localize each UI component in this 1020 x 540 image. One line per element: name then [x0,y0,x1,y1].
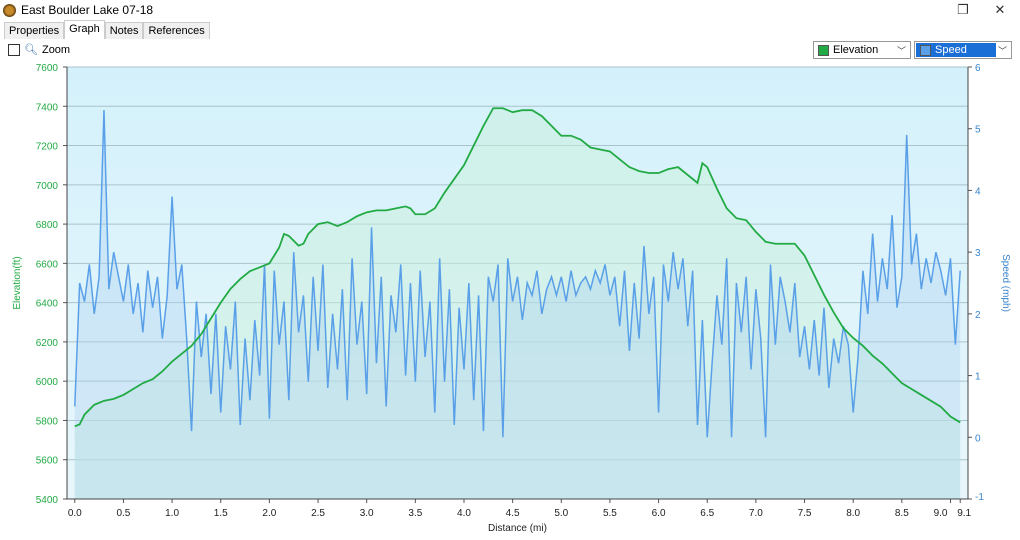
elevation-line [74,107,961,428]
tab-bar: Properties Graph Notes References [4,20,210,39]
y2-tick-label: 4 [975,186,981,197]
zoom-label: Zoom [41,43,71,56]
x-tick-label: 9.1 [957,508,971,519]
y-tick-label: 6000 [36,377,59,388]
x-tick-label: 3.5 [408,508,422,519]
y2-axis-label: Speed (mph) [1000,254,1011,312]
close-icon[interactable]: ✕ [994,2,1006,17]
x-tick-label: 6.0 [652,508,666,519]
y-tick-label: 7200 [36,142,59,153]
elevation-swatch [818,44,829,56]
y-tick-label: 7600 [36,63,59,74]
y2-tick-label: 6 [975,63,981,74]
title-bar: East Boulder Lake 07-18 [0,0,1020,20]
x-tick-label: 1.0 [165,508,179,519]
x-tick-label: 2.5 [311,508,325,519]
left-select-value: Elevation [833,44,879,56]
x-tick-label: 7.0 [749,508,763,519]
y-tick-label: 7400 [36,102,59,113]
y-tick-label: 6800 [36,220,59,231]
y2-tick-label: 2 [975,310,981,321]
x-tick-label: 8.5 [895,508,909,519]
x-tick-label: 9.0 [934,508,948,519]
x-tick-label: 6.5 [700,508,714,519]
app-logo-icon [3,3,16,17]
plot-area [67,67,968,499]
zoom-toolbar: 🔍︎ Zoom [8,43,70,56]
right-axis-select[interactable]: Speed ﹀ [914,41,1012,59]
x-tick-label: 0.5 [116,508,130,519]
y2-tick-label: 0 [975,433,981,444]
elevation-area [74,108,961,500]
x-tick-label: 4.5 [506,508,520,519]
x-tick-label: 8.0 [846,508,860,519]
right-select-value: Speed [935,44,967,56]
y2-tick-label: 5 [975,125,981,136]
y2-tick-label: 3 [975,248,981,259]
zoom-checkbox[interactable] [8,43,20,56]
restore-icon[interactable]: ❐ [957,2,969,17]
speed-area [74,110,961,499]
x-tick-label: 4.0 [457,508,471,519]
left-axis-select[interactable]: Elevation ﹀ [813,41,911,59]
y-tick-label: 6400 [36,299,59,310]
speed-swatch [920,44,931,56]
x-tick-label: 7.5 [798,508,812,519]
chevron-down-icon: ﹀ [896,45,906,56]
x-tick-label: 5.0 [554,508,568,519]
y-tick-label: 7000 [36,181,59,192]
x-tick-label: 2.0 [262,508,276,519]
y-tick-label: 6200 [36,338,59,349]
y2-tick-label: 1 [975,372,981,383]
y-tick-label: 6600 [36,259,59,270]
x-tick-label: 0.0 [68,508,82,519]
right-select-highlight: Speed [916,43,996,57]
y-axis-label: Elevation(ft) [12,256,23,309]
x-axis-label: Distance (mi) [488,523,547,534]
y-tick-label: 5600 [36,456,59,467]
window-title: East Boulder Lake 07-18 [21,3,154,17]
tab-references[interactable]: References [143,22,210,39]
y-tick-label: 5800 [36,416,59,427]
magnifier-icon: 🔍︎ [24,44,38,56]
y-tick-label: 5400 [36,495,59,506]
x-tick-label: 5.5 [603,508,617,519]
tab-notes[interactable]: Notes [104,22,144,39]
tab-properties[interactable]: Properties [4,22,65,39]
y2-tick-label: -1 [975,492,984,503]
chevron-down-icon: ﹀ [997,45,1007,56]
tab-graph[interactable]: Graph [64,20,105,39]
x-tick-label: 3.0 [360,508,374,519]
speed-line [74,110,961,438]
x-tick-label: 1.5 [214,508,228,519]
